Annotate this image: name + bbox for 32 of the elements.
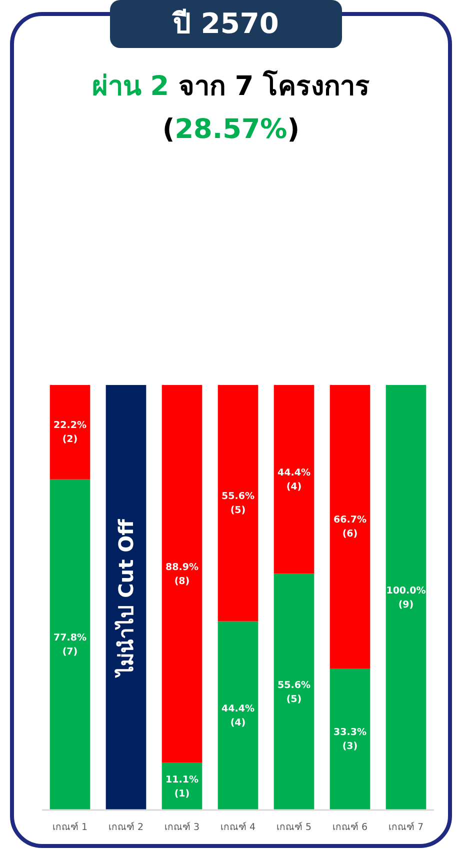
x-tick-label: เกณฑ์ 5 [276, 821, 312, 833]
x-tick-label: เกณฑ์ 4 [220, 821, 256, 833]
data-label: 33.3% (3) [334, 727, 367, 752]
chart-title: ปี 2570 [171, 7, 279, 40]
bar [274, 385, 314, 574]
bar [50, 385, 90, 480]
bar [218, 621, 258, 810]
text: ผ่าน 2 จาก 7 โครงการ (28.57%) [92, 71, 370, 145]
data-label: 11.1% (1) [166, 774, 199, 800]
x-tick-label: เกณฑ์ 2 [108, 821, 144, 833]
x-tick-label: เกณฑ์ 7 [388, 821, 424, 833]
x-tick-label: เกณฑ์ 6 [332, 821, 368, 833]
data-label: 55.6% (5) [222, 491, 255, 516]
bar [162, 385, 202, 763]
bar [106, 385, 146, 810]
data-label: 100.0% (9) [386, 586, 426, 610]
data-label: 66.7% (6) [334, 514, 367, 540]
data-label: 55.6% (5) [278, 680, 311, 705]
x-tick-label: เกณฑ์ 1 [52, 821, 88, 833]
data-label: 44.4% (4) [222, 704, 255, 729]
data-label: 77.8% (7) [54, 632, 87, 658]
x-tick-label: เกณฑ์ 3 [164, 821, 200, 833]
bar [330, 385, 370, 668]
bar [274, 574, 314, 810]
data-label: 22.2% (2) [54, 420, 87, 446]
data-label: 88.9% (8) [166, 562, 199, 587]
bar [218, 385, 258, 622]
data-label: 44.4% (4) [278, 467, 311, 492]
data-label: ไม่นำไป Cut Off [114, 518, 138, 678]
bar [50, 479, 90, 810]
bar [386, 385, 426, 810]
bar [330, 668, 370, 810]
